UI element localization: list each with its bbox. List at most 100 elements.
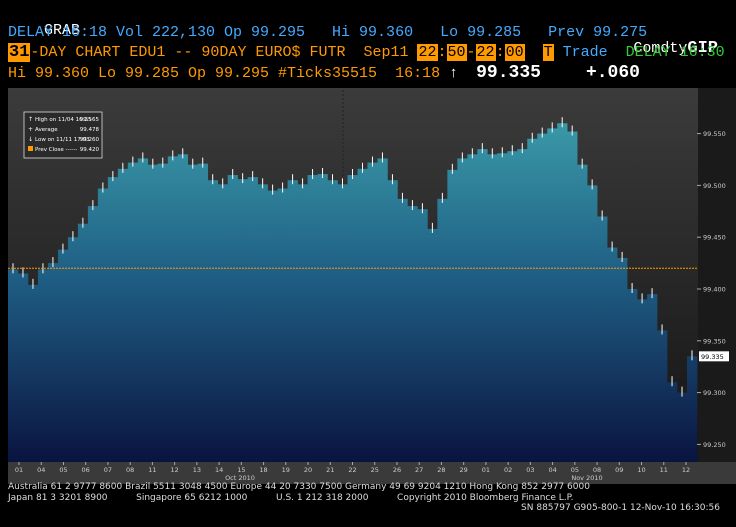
x-tick-label: 11 xyxy=(660,466,668,474)
legend-symbol: ↑ xyxy=(28,116,33,123)
legend-symbol: ↓ xyxy=(28,136,33,143)
price-bar xyxy=(687,356,698,462)
price-bar xyxy=(157,163,169,462)
month-label: Oct 2010 xyxy=(225,474,255,482)
price-bar xyxy=(287,180,298,462)
price-bar xyxy=(457,158,468,462)
price-bar xyxy=(467,154,478,463)
y-tick-label: 99.550 xyxy=(703,130,726,138)
price-bar xyxy=(317,173,328,462)
x-tick-label: 22 xyxy=(348,466,356,474)
price-bar xyxy=(647,294,658,462)
price-bar xyxy=(8,269,19,462)
price-bar xyxy=(657,330,668,462)
x-tick-label: 25 xyxy=(371,466,379,474)
price-bar xyxy=(237,179,248,462)
legend-value: 99.420 xyxy=(80,147,100,153)
price-bar xyxy=(87,206,99,462)
delay: DELAY 16:30 xyxy=(625,44,725,61)
price-bar xyxy=(97,188,109,462)
price-bar xyxy=(47,263,59,462)
price-bar xyxy=(537,133,548,463)
footer-line: SN 885797 G905-800-1 12-Nov-10 16:30:56 xyxy=(521,503,720,513)
legend-label: Low on 11/11 17:03 xyxy=(35,137,90,143)
mode-field[interactable]: T xyxy=(542,44,554,61)
price-bar xyxy=(617,257,628,462)
price-bar xyxy=(217,184,228,462)
price-bar xyxy=(677,392,688,462)
legend-label: High on 11/04 16:35 xyxy=(35,117,92,123)
price-bar xyxy=(547,128,558,463)
x-tick-label: 03 xyxy=(526,466,534,474)
price-bar xyxy=(337,184,348,462)
x-tick-label: 07 xyxy=(104,466,112,474)
price-bar xyxy=(257,184,268,462)
price-bar xyxy=(377,158,388,462)
price-bar xyxy=(597,216,608,462)
x-tick-label: 15 xyxy=(237,466,245,474)
price-bar xyxy=(147,164,159,462)
time-field[interactable]: 22 xyxy=(475,44,496,61)
market: Comdty xyxy=(633,40,688,57)
x-tick-label: 04 xyxy=(548,466,556,474)
last-price-box xyxy=(699,351,729,362)
y-tick-label: 99.300 xyxy=(703,389,726,397)
y-tick-label: 99.350 xyxy=(703,337,726,345)
price-bar xyxy=(347,175,358,462)
price-bar xyxy=(327,180,338,462)
price-bar xyxy=(67,237,79,462)
arrow: ↑ xyxy=(449,65,459,82)
price-bar xyxy=(167,156,179,463)
price-bar xyxy=(557,123,568,463)
x-tick-label: 01 xyxy=(15,466,23,474)
x-tick-label: 04 xyxy=(37,466,45,474)
price-bar xyxy=(227,175,238,462)
legend-box xyxy=(23,111,103,159)
x-tick-label: 12 xyxy=(682,466,690,474)
footer: Australia 61 2 9777 8600 Brazil 5511 304… xyxy=(8,482,720,514)
function-code: GIP xyxy=(687,39,718,58)
x-tick-label: 28 xyxy=(437,466,445,474)
x-tick-label: 13 xyxy=(193,466,201,474)
price-bar xyxy=(27,284,39,462)
x-tick-label: 12 xyxy=(170,466,178,474)
x-tick-label: 08 xyxy=(126,466,134,474)
price-bar xyxy=(17,273,29,462)
x-tick-label: 14 xyxy=(215,466,223,474)
days-field[interactable]: 31 xyxy=(8,43,31,62)
x-tick-label: 06 xyxy=(82,466,90,474)
price-bar xyxy=(567,131,578,463)
last-price-label: 99.335 xyxy=(701,353,724,361)
price-bar xyxy=(667,382,678,462)
time-field[interactable]: 00 xyxy=(504,44,525,61)
price-bar xyxy=(477,149,488,463)
mode: Trade xyxy=(562,44,608,61)
footer-line: Japan 81 3 3201 8900 Singapore 65 6212 1… xyxy=(8,492,574,503)
x-tick-label: 27 xyxy=(415,466,423,474)
time-field[interactable]: 22 xyxy=(417,44,438,61)
x-tick-label: 19 xyxy=(282,466,290,474)
y-tick-label: 99.500 xyxy=(703,182,726,190)
quote-line: DELAY 16:18 Vol 222,130 Op 99.295 Hi 99.… xyxy=(8,24,648,41)
price-bar xyxy=(487,154,498,463)
price-bar xyxy=(187,164,199,462)
price-bar xyxy=(607,247,618,462)
price-bar xyxy=(37,269,49,462)
y-tick-label: 99.400 xyxy=(703,285,726,293)
price-bar xyxy=(247,177,258,462)
x-tick-label: 01 xyxy=(482,466,490,474)
time-field[interactable]: 50 xyxy=(446,44,467,61)
price-bar xyxy=(587,185,598,462)
legend-value: 99.565 xyxy=(80,117,100,123)
price-bar xyxy=(117,168,129,462)
x-tick-label: 05 xyxy=(59,466,67,474)
price-bar xyxy=(497,153,508,463)
price-bar xyxy=(277,188,288,462)
x-axis-band xyxy=(8,462,736,484)
legend-value: 99.260 xyxy=(80,137,100,143)
price-bar xyxy=(307,175,318,462)
price-bar xyxy=(407,206,418,462)
y-tick-label: 99.250 xyxy=(703,441,726,449)
